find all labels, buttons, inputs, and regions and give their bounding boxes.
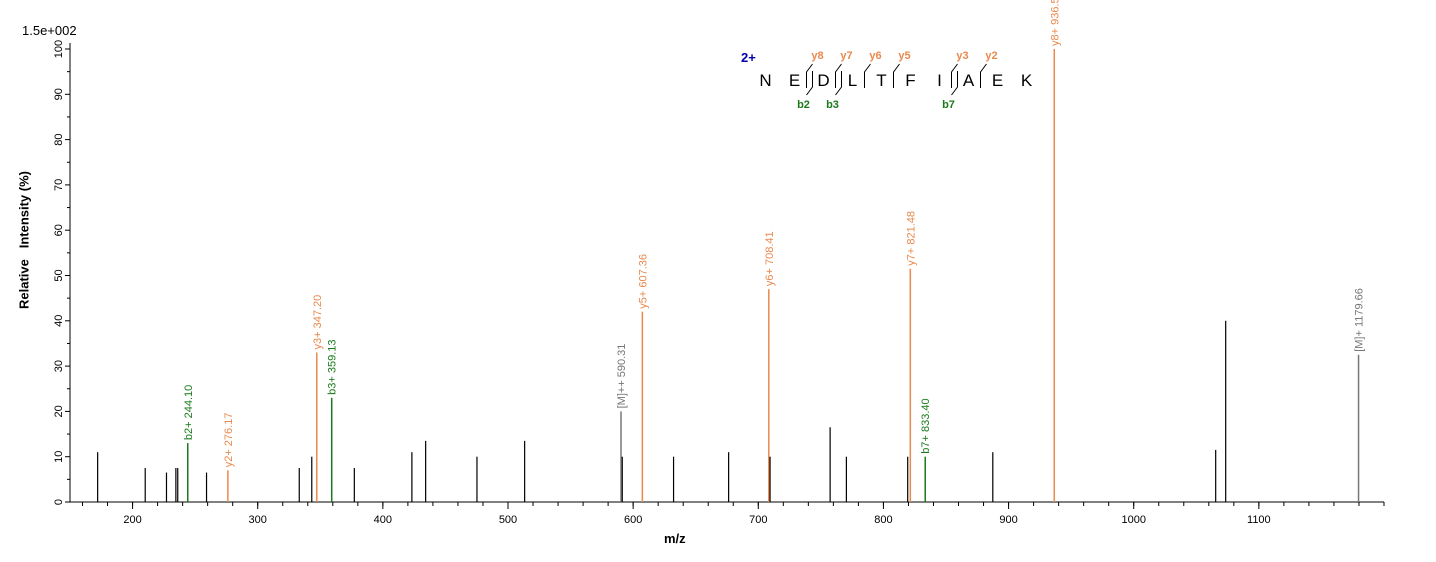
y-tick-label: 50: [53, 269, 65, 281]
y-tick-label: 60: [53, 224, 65, 236]
peak-label: y2+ 276.17: [223, 413, 235, 468]
y-ion-label: y6: [869, 50, 881, 62]
b-ion-bracket: [806, 71, 813, 96]
intensity-scale-label: 1.5e+002: [22, 23, 77, 38]
y-ion-bracket: [864, 63, 871, 88]
charge-state-label: 2+: [741, 50, 756, 65]
peak-label: y3+ 347.20: [312, 295, 324, 350]
peak-label: b3+ 359.13: [327, 339, 339, 394]
b-ion-label: b2: [797, 99, 810, 111]
y-ion-bracket: [980, 63, 987, 88]
b-ion-bracket: [835, 71, 842, 96]
y-ion-label: y7: [840, 50, 852, 62]
y-tick-label: 20: [53, 405, 65, 417]
y-ion-label: y2: [985, 50, 997, 62]
y-ion-label: y5: [898, 50, 910, 62]
sequence-residue: A: [963, 71, 975, 90]
sequence-residue: L: [848, 71, 858, 90]
y-ion-label: y3: [956, 50, 968, 62]
peak-label: b7+ 833.40: [920, 398, 932, 453]
b-ion-bracket: [951, 71, 958, 96]
x-tick-label: 200: [123, 514, 141, 526]
sequence-residue: E: [789, 71, 801, 90]
sequence-residue: T: [876, 71, 887, 90]
peak-label: y7+ 821.48: [905, 211, 917, 266]
x-tick-label: 800: [874, 514, 892, 526]
y-ion-bracket: [835, 63, 842, 88]
y-tick-label: 70: [53, 179, 65, 191]
x-tick-label: 400: [374, 514, 392, 526]
x-tick-label: 300: [249, 514, 267, 526]
y-ion-bracket: [951, 63, 958, 88]
x-axis-title: m/z: [664, 531, 686, 546]
x-tick-label: 900: [999, 514, 1017, 526]
x-tick-label: 1000: [1121, 514, 1145, 526]
peak-label: y6+ 708.41: [764, 231, 776, 286]
x-tick-label: 1100: [1247, 514, 1271, 526]
sequence-residue: I: [937, 71, 943, 90]
y-tick-label: 10: [53, 451, 65, 463]
sequence-residue: N: [759, 71, 772, 90]
x-tick-label: 500: [499, 514, 517, 526]
y-tick-label: 30: [53, 360, 65, 372]
peak-label: [M]+ 1179.66: [1354, 288, 1366, 352]
b-ion-label: b3: [826, 99, 839, 111]
sequence-residue: F: [905, 71, 916, 90]
y-tick-label: 40: [53, 315, 65, 327]
sequence-residue: K: [1021, 71, 1033, 90]
y-tick-label: 100: [53, 40, 65, 58]
b-ion-label: b7: [942, 99, 955, 111]
y-ion-bracket: [806, 63, 813, 88]
peak-label: y5+ 607.36: [637, 254, 649, 309]
sequence-residue: D: [817, 71, 830, 90]
peak-label: [M]++ 590.31: [616, 344, 628, 409]
sequence-residue: E: [992, 71, 1004, 90]
y-tick-label: 0: [53, 499, 65, 505]
y-tick-label: 80: [53, 133, 65, 145]
peak-label: y8+ 936.51: [1049, 0, 1061, 46]
y-tick-label: 90: [53, 88, 65, 100]
peak-label: b2+ 244.10: [183, 385, 195, 440]
x-tick-label: 700: [749, 514, 767, 526]
y-ion-label: y8: [811, 50, 823, 62]
y-ion-bracket: [893, 63, 900, 88]
x-tick-label: 600: [624, 514, 642, 526]
